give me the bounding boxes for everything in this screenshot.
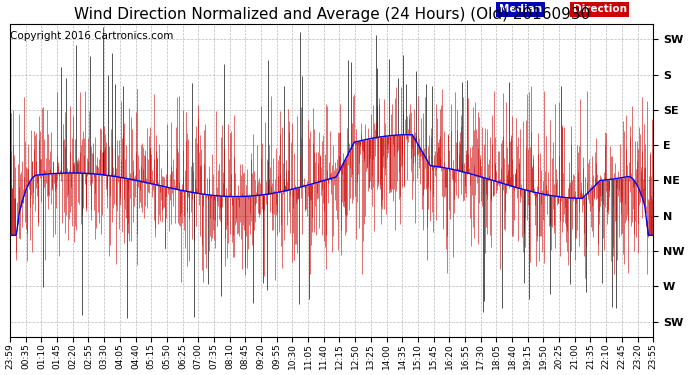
Title: Wind Direction Normalized and Average (24 Hours) (Old) 20160930: Wind Direction Normalized and Average (2…: [74, 8, 590, 22]
Text: Direction: Direction: [573, 4, 627, 14]
Text: Copyright 2016 Cartronics.com: Copyright 2016 Cartronics.com: [10, 32, 174, 41]
Text: Median: Median: [499, 4, 542, 14]
